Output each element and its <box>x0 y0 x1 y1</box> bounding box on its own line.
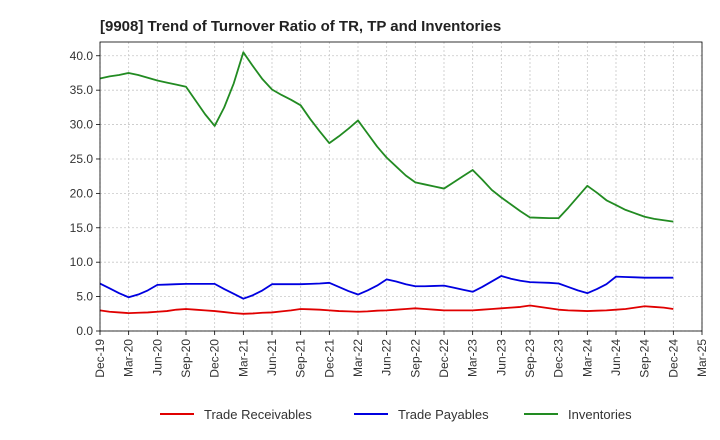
y-axis: 0.0 5.0 10.0 15.0 20.0 25.0 30.0 35.0 40.0 <box>70 49 100 338</box>
x-axis: Dec-19 Mar-20 Jun-20 Sep-20 Dec-20 Mar-21 Jun-… <box>93 331 709 378</box>
x-tick-label: Sep-24 <box>638 339 652 378</box>
legend-label-0: Trade Receivables <box>204 407 312 422</box>
x-tick-label: Jun-20 <box>150 339 164 376</box>
x-tick-label: Dec-21 <box>322 339 336 378</box>
legend: Trade Receivables Trade Payables Inventori… <box>160 407 632 422</box>
y-tick-label: 5.0 <box>76 290 93 304</box>
x-tick-label: Dec-20 <box>208 339 222 378</box>
y-tick-label: 35.0 <box>70 83 94 97</box>
y-tick-label: 30.0 <box>70 118 94 132</box>
chart-title: [9908] Trend of Turnover Ratio of TR, TP… <box>100 18 501 35</box>
y-tick-label: 10.0 <box>70 255 94 269</box>
series-line-0 <box>99 304 674 315</box>
x-tick-label: Dec-19 <box>93 339 107 378</box>
x-tick-label: Jun-24 <box>609 339 623 376</box>
series-line-2 <box>99 51 674 223</box>
x-tick-label: Sep-23 <box>523 339 537 378</box>
x-tick-label: Dec-22 <box>437 339 451 378</box>
grid-lines <box>99 42 703 332</box>
legend-label-1: Trade Payables <box>398 407 489 422</box>
x-tick-label: Sep-21 <box>294 339 308 378</box>
x-tick-label: Mar-24 <box>580 339 594 377</box>
x-tick-label: Jun-21 <box>265 339 279 376</box>
x-tick-label: Sep-20 <box>179 339 193 378</box>
x-tick-label: Mar-20 <box>122 339 136 377</box>
x-tick-label: Dec-23 <box>552 339 566 378</box>
y-tick-label: 25.0 <box>70 152 94 166</box>
x-tick-label: Dec-24 <box>666 339 680 378</box>
x-tick-label: Mar-23 <box>466 339 480 377</box>
x-tick-label: Mar-22 <box>351 339 365 377</box>
series-lines <box>99 51 674 315</box>
x-tick-label: Mar-21 <box>236 339 250 377</box>
series-line-1 <box>99 275 674 300</box>
x-tick-label: Jun-22 <box>380 339 394 376</box>
x-tick-label: Jun-23 <box>494 339 508 376</box>
legend-label-2: Inventories <box>568 407 632 422</box>
x-tick-label: Mar-25 <box>695 339 709 377</box>
y-tick-label: 20.0 <box>70 186 94 200</box>
y-tick-label: 0.0 <box>76 324 93 338</box>
plot-area-frame <box>99 41 703 332</box>
y-tick-label: 15.0 <box>70 221 94 235</box>
y-tick-label: 40.0 <box>70 49 94 63</box>
x-tick-label: Sep-22 <box>408 339 422 378</box>
